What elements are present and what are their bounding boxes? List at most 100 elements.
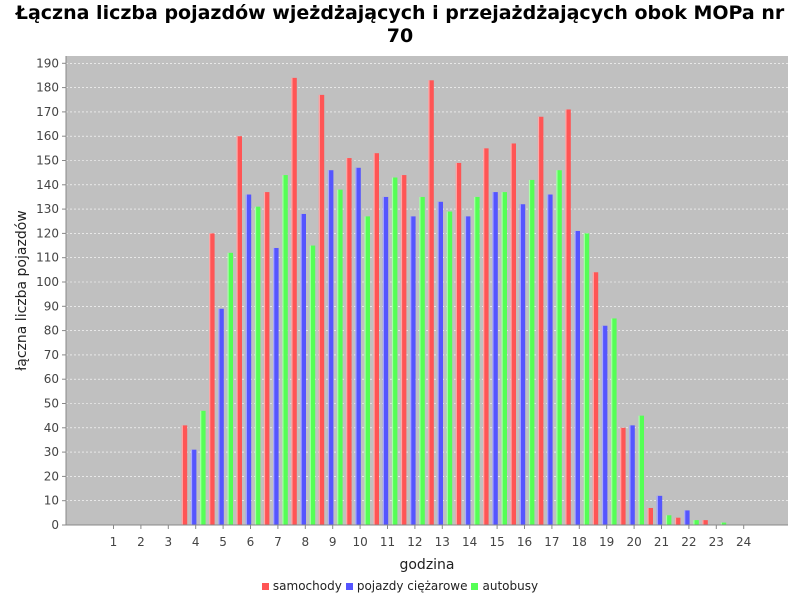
legend-item: samochody — [261, 579, 342, 593]
x-tick-label: 8 — [301, 535, 309, 549]
bar — [355, 167, 361, 525]
bar-highlight — [181, 425, 183, 525]
y-tick-label: 90 — [44, 299, 59, 313]
x-tick-label: 13 — [435, 535, 450, 549]
y-tick-label: 130 — [36, 202, 59, 216]
bar-highlight — [537, 116, 540, 526]
bar-highlight — [410, 216, 412, 525]
x-tick-label: 20 — [626, 535, 641, 549]
bar — [684, 510, 690, 525]
y-tick-label: 80 — [44, 324, 59, 338]
x-tick-label: 5 — [219, 535, 227, 549]
bar-highlight — [638, 415, 640, 525]
y-tick-label: 100 — [36, 275, 59, 289]
x-tick-label: 22 — [681, 535, 696, 549]
bar — [492, 192, 498, 526]
bar — [674, 517, 681, 525]
bar-highlight — [492, 192, 494, 526]
bar-highlight — [474, 196, 476, 526]
x-tick-label: 2 — [137, 535, 145, 549]
legend-swatch — [261, 583, 269, 590]
bar-highlight — [355, 167, 357, 525]
bar — [601, 325, 608, 525]
x-tick-label: 9 — [329, 535, 337, 549]
x-tick-label: 1 — [110, 535, 118, 549]
bar — [501, 192, 507, 526]
bar-highlight — [455, 162, 457, 525]
y-tick-label: 50 — [44, 396, 59, 410]
legend-label: pojazdy ciężarowe — [356, 579, 468, 593]
bar-highlight — [273, 247, 275, 525]
bar — [300, 213, 306, 525]
bar — [373, 153, 379, 525]
bar-highlight — [665, 515, 668, 525]
chart-title: Łączna liczba pojazdów wjeżdżających i p… — [15, 2, 785, 47]
bar-highlight — [592, 272, 594, 525]
bar-highlight — [611, 318, 613, 525]
bar — [391, 177, 398, 525]
bar — [510, 143, 516, 525]
bar — [565, 109, 571, 525]
bar-highlight — [227, 252, 229, 525]
bar — [245, 194, 252, 526]
x-tick-label: 23 — [709, 535, 724, 549]
bar-highlight — [282, 175, 284, 525]
bar-highlight — [437, 201, 439, 526]
bar-highlight — [519, 204, 521, 525]
legend-swatch — [471, 583, 479, 590]
bar — [592, 272, 599, 525]
bar — [291, 77, 297, 525]
bar — [647, 507, 653, 525]
bar — [611, 318, 617, 525]
bar-highlight — [300, 213, 302, 525]
bar — [556, 170, 562, 525]
bar — [218, 308, 224, 525]
y-tick-label: 170 — [36, 105, 59, 119]
bar-highlight — [373, 153, 375, 525]
bar — [464, 216, 471, 525]
x-tick-label: 7 — [274, 535, 282, 549]
bar — [574, 230, 580, 525]
plot-background — [66, 56, 788, 525]
y-tick-label: 30 — [44, 445, 59, 459]
bar-highlight — [245, 194, 247, 526]
x-tick-label: 12 — [407, 535, 422, 549]
bar-highlight — [400, 175, 403, 525]
y-tick-label: 10 — [44, 494, 59, 508]
bar-highlight — [583, 233, 585, 525]
bar-highlight — [620, 427, 622, 525]
bar-highlight — [309, 245, 311, 525]
y-tick-label: 150 — [36, 153, 59, 167]
x-tick-label: 16 — [517, 535, 532, 549]
bar — [410, 216, 416, 525]
bar-highlight — [209, 233, 211, 525]
bar-highlight — [364, 216, 366, 525]
bar-highlight — [547, 194, 549, 526]
bar-highlight — [556, 170, 558, 525]
bar — [327, 170, 334, 525]
x-tick-label: 4 — [192, 535, 200, 549]
x-tick-label: 18 — [572, 535, 587, 549]
x-tick-label: 17 — [544, 535, 559, 549]
legend: samochody pojazdy ciężarowe autobusy — [0, 579, 800, 593]
x-tick-label: 19 — [599, 535, 614, 549]
bar — [519, 204, 526, 525]
bar-highlight — [656, 495, 658, 525]
bar — [364, 216, 370, 525]
bar — [537, 116, 544, 526]
bar — [400, 175, 407, 525]
x-tick-label: 10 — [352, 535, 367, 549]
bar-highlight — [528, 179, 531, 525]
y-tick-label: 110 — [36, 251, 59, 265]
bar — [254, 206, 261, 525]
bar-highlight — [391, 177, 394, 525]
bar — [209, 233, 215, 525]
bar — [428, 80, 434, 525]
bar — [346, 158, 352, 525]
bar-highlight — [464, 216, 467, 525]
bar — [282, 175, 288, 525]
legend-swatch — [345, 583, 353, 590]
bar-highlight — [693, 520, 695, 525]
bar-highlight — [674, 517, 677, 525]
